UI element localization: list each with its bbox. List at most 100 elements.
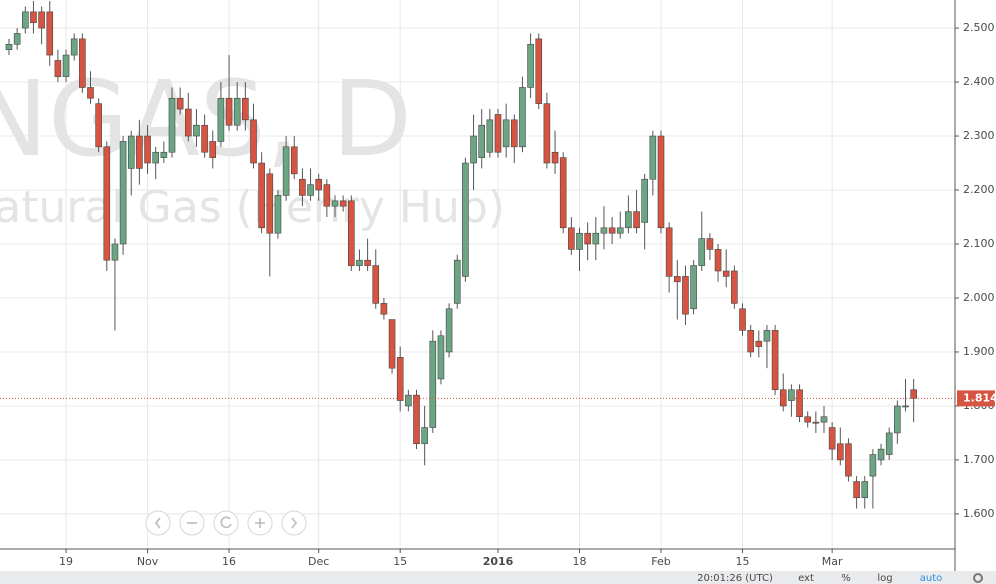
- candle-body: [559, 157, 567, 229]
- x-tick-label: 2016: [483, 555, 514, 568]
- candle-body: [144, 135, 151, 164]
- candle-body: [421, 427, 428, 445]
- x-tick-label: 16: [222, 555, 236, 568]
- x-tick-label: Dec: [308, 555, 329, 568]
- candle-body: [877, 448, 885, 461]
- candle-body: [323, 184, 331, 207]
- candle-body: [633, 211, 640, 229]
- y-tick-label: 2.000: [963, 291, 995, 304]
- candle-body: [79, 38, 86, 88]
- candle-body: [673, 276, 681, 283]
- candle-body: [176, 97, 184, 110]
- candle-body: [160, 151, 168, 158]
- candle-body: [519, 87, 526, 148]
- candle-body: [845, 443, 852, 477]
- candle-body: [527, 43, 534, 88]
- candle-body: [853, 481, 860, 499]
- axes: 1.6001.7001.8001.9002.0002.1002.2002.300…: [59, 21, 996, 568]
- candle-body: [299, 178, 306, 196]
- candle-body: [13, 33, 21, 45]
- candle-body: [771, 330, 779, 391]
- x-tick-label: Nov: [137, 555, 159, 568]
- candle-body: [576, 232, 583, 250]
- y-tick-label: 1.900: [963, 345, 995, 358]
- candle-body: [535, 38, 543, 104]
- candle-body: [820, 416, 828, 423]
- scroll-right-button[interactable]: [281, 510, 307, 536]
- candle-body: [233, 97, 241, 126]
- candle-body: [396, 357, 404, 401]
- candle-body: [429, 340, 437, 428]
- candle-body: [405, 394, 412, 407]
- candle-body: [201, 124, 208, 153]
- candle-body: [168, 97, 176, 153]
- candle-body: [95, 103, 102, 148]
- candle-body: [209, 141, 217, 158]
- candle-body: [470, 135, 477, 164]
- reset-button[interactable]: [213, 510, 239, 536]
- toolbar-button[interactable]: log: [877, 573, 892, 584]
- candle-body: [486, 119, 494, 153]
- toolbar-button[interactable]: auto: [920, 573, 943, 584]
- toolbar-button[interactable]: ext: [798, 573, 814, 584]
- candle-body: [445, 308, 453, 353]
- candle-body: [657, 135, 665, 229]
- candle-body: [453, 259, 461, 304]
- y-tick-label: 2.400: [963, 75, 995, 88]
- candle-body: [755, 340, 763, 347]
- y-tick-label: 2.500: [963, 21, 995, 34]
- y-tick-label: 2.200: [963, 183, 995, 196]
- settings-button[interactable]: [973, 573, 983, 583]
- last-price-badge: [957, 390, 995, 407]
- candle-body: [616, 227, 624, 234]
- candle-body: [788, 389, 795, 401]
- candle-body: [307, 184, 314, 196]
- x-tick-label: 19: [59, 555, 73, 568]
- candle-body: [836, 443, 844, 461]
- navigation-buttons[interactable]: [145, 510, 307, 536]
- candle-body: [910, 389, 917, 399]
- candle-body: [242, 97, 249, 121]
- candle-body: [494, 114, 502, 153]
- candle-body: [682, 276, 689, 315]
- x-tick-label: Feb: [651, 555, 670, 568]
- candle-body: [5, 43, 13, 50]
- candle-body: [70, 38, 78, 56]
- candle-body: [388, 319, 396, 369]
- watermark-name: Natural Gas (Henry Hub): [0, 182, 505, 233]
- candle-body: [372, 265, 380, 304]
- candle-body: [331, 200, 339, 207]
- x-tick-label: 18: [573, 555, 587, 568]
- candle-body: [739, 308, 746, 331]
- candle-body: [584, 232, 591, 245]
- candles: [0, 1, 955, 509]
- candle-body: [46, 11, 54, 56]
- candle-body: [38, 11, 45, 29]
- toolbar-button[interactable]: %: [841, 573, 851, 584]
- candle-body: [217, 97, 225, 142]
- candle-body: [869, 454, 877, 477]
- candle-body: [380, 303, 388, 315]
- candle-body: [185, 108, 192, 137]
- y-tick-label: 2.300: [963, 129, 995, 142]
- icon: [154, 517, 161, 529]
- candle-body: [347, 200, 355, 266]
- candle-body: [543, 103, 551, 164]
- scroll-left-button[interactable]: [145, 510, 171, 536]
- candle-body: [902, 405, 909, 408]
- candle-body: [136, 135, 143, 169]
- candle-body: [779, 389, 787, 407]
- y-tick-label: 2.100: [963, 237, 995, 250]
- candle-body: [731, 270, 738, 304]
- candle-body: [119, 141, 127, 245]
- candle-body: [510, 119, 518, 148]
- candle-body: [592, 232, 600, 245]
- candle-body: [30, 11, 37, 23]
- candle-body: [478, 124, 486, 158]
- candle-body: [861, 481, 869, 499]
- candle-body: [266, 173, 274, 234]
- candle-body: [804, 416, 812, 423]
- candle-body: [641, 178, 649, 223]
